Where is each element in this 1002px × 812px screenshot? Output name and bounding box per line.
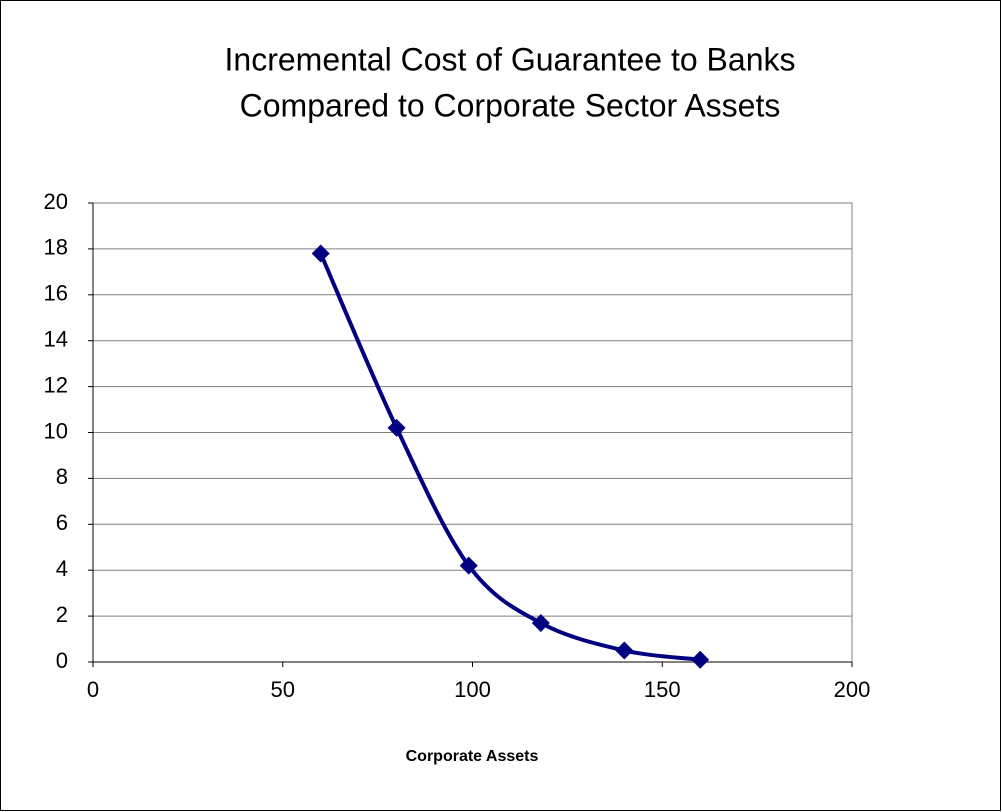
y-tick-label: 20 [44,189,68,214]
point-marker [311,244,330,263]
y-tick-label: 14 [44,327,68,352]
point-marker [459,556,478,575]
y-tick-label: 2 [56,602,68,627]
y-tick-label: 12 [44,372,68,397]
point-marker [691,650,710,669]
x-tick-label: 150 [644,677,681,702]
y-tick-label: 8 [56,464,68,489]
chart-title: Compared to Corporate Sector Assets [240,87,781,123]
y-tick-label: 6 [56,510,68,535]
x-tick-label: 50 [271,677,295,702]
x-tick-label: 200 [834,677,871,702]
y-tick-label: 0 [56,648,68,673]
y-tick-label: 18 [44,235,68,260]
point-marker [531,613,550,632]
x-tick-label: 0 [87,677,99,702]
y-tick-label: 10 [44,418,68,443]
chart-title: Incremental Cost of Guarantee to Banks [225,41,796,77]
y-tick-label: 16 [44,281,68,306]
x-axis-label: Corporate Assets [406,748,539,765]
x-tick-label: 100 [454,677,491,702]
y-tick-label: 4 [56,556,68,581]
point-marker [615,641,634,660]
point-marker [387,418,406,437]
